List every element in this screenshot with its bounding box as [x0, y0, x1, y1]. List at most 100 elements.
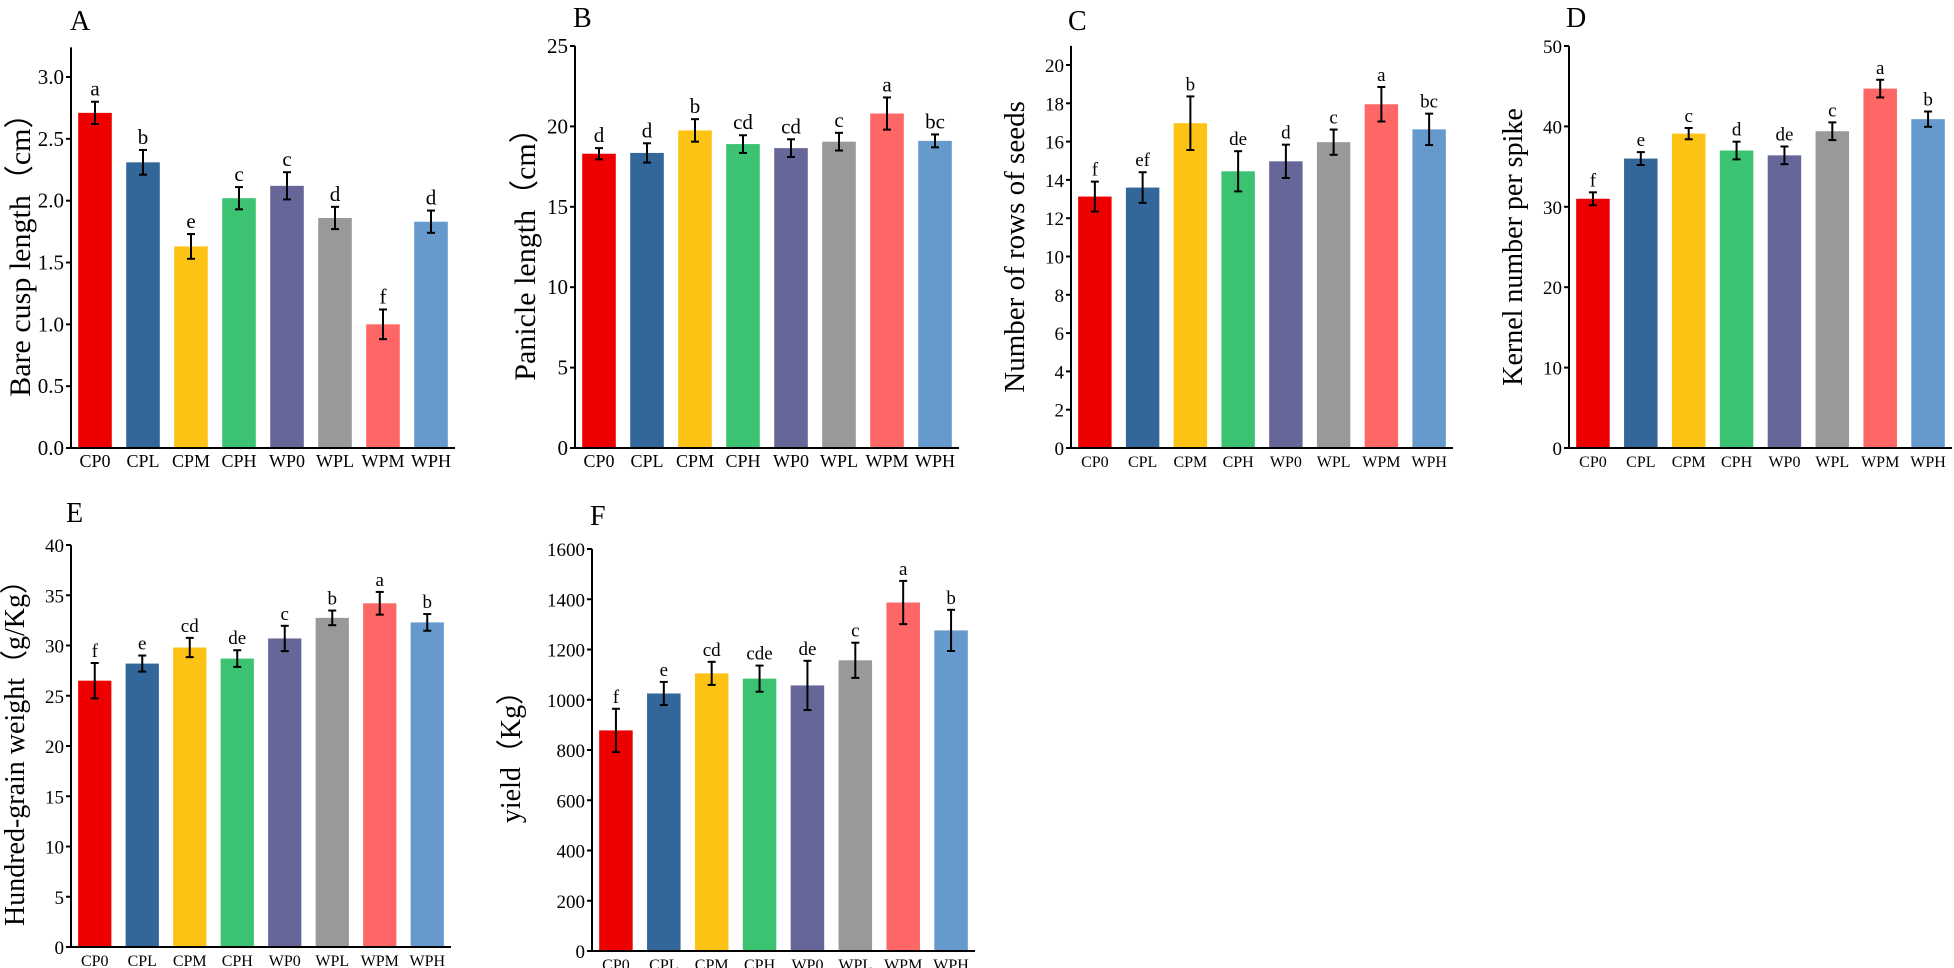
x-tick-label: WP0 — [773, 451, 809, 471]
panel-e: E Hundred-grain weight（g/Kg） f CP0 e CPL cd CPM… — [0, 498, 451, 968]
significance-letter: bc — [1420, 92, 1438, 113]
significance-letter: cd — [733, 110, 753, 134]
y-tick-label: 1400 — [547, 590, 585, 611]
y-tick-label: 30 — [45, 637, 64, 658]
y-tick-label: 1200 — [547, 641, 585, 662]
significance-letter: cd — [181, 616, 199, 637]
y-axis-label: Panicle length（cm） — [509, 113, 542, 380]
bar-wpl — [822, 141, 856, 448]
significance-letter: bc — [925, 109, 945, 133]
y-tick-label: 0 — [1055, 439, 1065, 460]
x-tick-label: WPH — [1411, 454, 1447, 471]
y-tick-label: 10 — [1045, 248, 1064, 269]
bar-wp0 — [790, 685, 825, 951]
y-tick-label: 0.0 — [38, 436, 64, 460]
bar-wp0 — [270, 185, 304, 448]
bar-wph — [1911, 119, 1945, 448]
significance-letter: f — [1590, 170, 1597, 191]
bar-cp0 — [599, 730, 633, 951]
significance-letter: a — [1377, 65, 1386, 86]
bar-wph — [1412, 129, 1446, 448]
x-tick-label: WPM — [361, 451, 404, 471]
x-tick-label: WPL — [315, 953, 349, 968]
x-tick-label: CPL — [649, 957, 678, 968]
x-tick-label: WPL — [838, 957, 872, 968]
bar-cpl — [125, 663, 159, 947]
y-tick-label: 1000 — [547, 691, 585, 712]
y-tick-label: 800 — [557, 741, 586, 762]
x-tick-label: WP0 — [269, 451, 305, 471]
y-tick-label: 16 — [1045, 133, 1064, 154]
y-tick-label: 50 — [1543, 37, 1562, 58]
bar-cpl — [1125, 187, 1160, 448]
y-axis-label: Number of rows of seeds — [999, 101, 1031, 393]
y-tick-label: 2 — [1055, 401, 1065, 422]
y-tick-label: 10 — [547, 275, 568, 299]
significance-letter: d — [594, 123, 605, 147]
bar-cpl — [1624, 158, 1658, 448]
bar-cph — [726, 144, 760, 448]
y-tick-label: 2.0 — [38, 189, 64, 213]
x-tick-label: WPM — [1362, 454, 1400, 471]
x-tick-label: CP0 — [602, 957, 630, 968]
significance-letter: d — [1732, 120, 1742, 141]
x-tick-label: CPM — [1173, 454, 1207, 471]
significance-letter: c — [1828, 100, 1836, 121]
bar-wpl — [1316, 142, 1351, 448]
bar-cpm — [173, 647, 207, 947]
bar-wp0 — [774, 148, 808, 448]
x-tick-label: WPH — [1910, 454, 1946, 471]
bar-cp0 — [582, 153, 616, 448]
significance-letter: d — [1281, 123, 1291, 144]
bar-wph — [934, 630, 968, 951]
significance-letter: b — [1186, 74, 1196, 95]
significance-letter: de — [798, 639, 816, 660]
x-tick-label: CPL — [630, 451, 663, 471]
x-tick-label: CPL — [126, 451, 159, 471]
x-tick-label: WPM — [361, 953, 399, 968]
significance-letter: c — [281, 604, 289, 625]
significance-letter: d — [642, 118, 653, 142]
bar-cph — [220, 658, 254, 947]
x-tick-label: CPM — [172, 451, 210, 471]
y-tick-label: 0 — [55, 938, 65, 959]
y-tick-label: 40 — [45, 536, 64, 557]
x-tick-label: CP0 — [583, 451, 614, 471]
x-tick-label: CPM — [695, 957, 729, 968]
bar-cpm — [678, 130, 712, 449]
panel-label: E — [66, 498, 83, 529]
y-tick-label: 400 — [557, 842, 586, 863]
significance-letter: cd — [703, 640, 721, 661]
significance-letter: f — [92, 641, 99, 662]
y-tick-label: 1600 — [547, 540, 585, 561]
significance-letter: b — [328, 589, 338, 610]
y-tick-label: 20 — [547, 114, 568, 138]
significance-letter: cde — [746, 644, 772, 665]
x-tick-label: WPM — [865, 451, 908, 471]
significance-letter: b — [946, 588, 956, 609]
significance-letter: b — [138, 125, 149, 149]
x-tick-label: WP0 — [1270, 454, 1302, 471]
panel-c: C Number of rows of seeds f CP0 ef CPL b CPM de C… — [999, 6, 1453, 471]
bar-wph — [414, 221, 448, 448]
panel-a: A Bare cusp length（cm） a CP0 b CPL e CPM c CPH c WP… — [4, 6, 455, 471]
y-tick-label: 15 — [547, 195, 568, 219]
bar-cph — [742, 678, 777, 951]
y-tick-label: 4 — [1055, 362, 1065, 383]
bar-cph — [1221, 171, 1255, 448]
significance-letter: ef — [1135, 150, 1150, 171]
y-tick-label: 35 — [45, 586, 64, 607]
bar-wp0 — [1269, 161, 1303, 448]
significance-letter: de — [1229, 129, 1247, 150]
y-tick-label: 40 — [1543, 117, 1562, 138]
x-tick-label: CPM — [676, 451, 714, 471]
significance-letter: de — [228, 628, 246, 649]
y-tick-label: 1.0 — [38, 312, 64, 336]
x-tick-label: WP0 — [269, 953, 301, 968]
y-tick-label: 0.5 — [38, 374, 64, 398]
significance-letter: f — [380, 284, 387, 308]
y-tick-label: 600 — [557, 791, 586, 812]
bar-cp0 — [78, 112, 112, 448]
x-tick-label: CPH — [1223, 454, 1255, 471]
